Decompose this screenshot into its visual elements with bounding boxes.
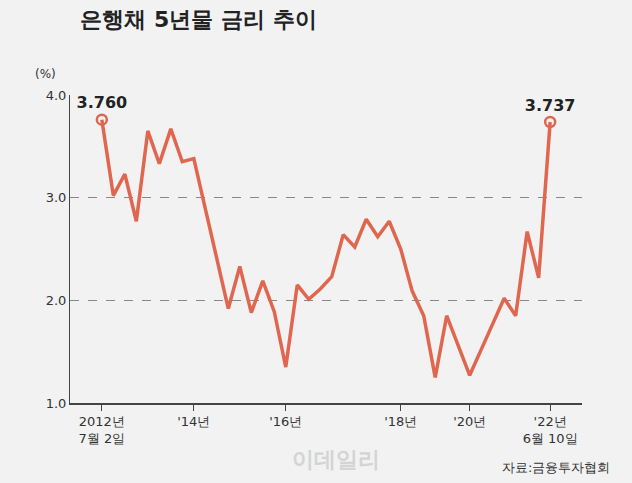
svg-text:2012년7월 2일: 2012년7월 2일: [79, 414, 126, 446]
svg-text:'14년: '14년: [177, 414, 210, 429]
svg-text:'20년: '20년: [453, 414, 486, 429]
svg-text:이데일리: 이데일리: [292, 447, 380, 472]
svg-text:1.0: 1.0: [46, 396, 67, 411]
svg-text:(%): (%): [35, 67, 56, 81]
svg-text:'18년: '18년: [384, 414, 417, 429]
svg-text:자료:금융투자협회: 자료:금융투자협회: [502, 460, 610, 475]
svg-text:은행채 5년물 금리 추이: 은행채 5년물 금리 추이: [80, 7, 316, 32]
svg-text:4.0: 4.0: [46, 88, 67, 103]
svg-text:3.760: 3.760: [77, 93, 128, 112]
svg-text:'22년6월 10일: '22년6월 10일: [523, 414, 578, 446]
svg-text:'16년: '16년: [269, 414, 302, 429]
svg-text:2.0: 2.0: [46, 293, 67, 308]
svg-text:3.0: 3.0: [46, 190, 67, 205]
svg-text:3.737: 3.737: [525, 96, 576, 115]
